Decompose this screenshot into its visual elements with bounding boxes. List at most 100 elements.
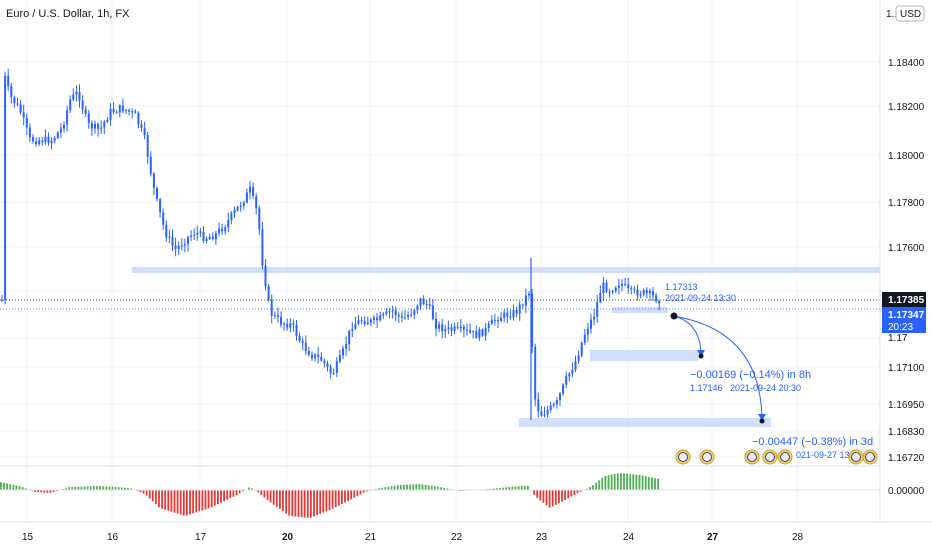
candle-body <box>490 319 493 324</box>
time-tick: 17 <box>195 532 207 543</box>
candle-body <box>283 323 286 325</box>
candle-body <box>97 123 100 129</box>
histogram-bar <box>359 490 362 495</box>
histogram-bar <box>213 490 216 506</box>
histogram-bar <box>427 485 430 490</box>
candle-body <box>242 202 245 206</box>
candle-body <box>493 319 496 321</box>
candle-body <box>109 109 112 120</box>
histogram-bar <box>613 474 616 490</box>
histogram-bar <box>260 490 263 495</box>
zones <box>132 267 880 427</box>
histogram-bar <box>108 486 111 490</box>
time-tick: 24 <box>623 532 635 543</box>
projection-end-dot-1 <box>698 353 704 359</box>
candle-body <box>565 376 568 385</box>
histogram-bar <box>527 486 529 490</box>
candle-body <box>276 315 279 318</box>
event-flag-inner <box>765 452 775 462</box>
candle-body <box>156 187 158 200</box>
histogram-bar <box>341 490 343 504</box>
histogram-bar <box>124 487 126 490</box>
histogram-bar <box>164 490 167 510</box>
currency-button-frame[interactable] <box>895 5 925 22</box>
histogram-bar <box>176 490 179 514</box>
histogram-bar <box>161 490 163 509</box>
candle-body <box>621 283 623 286</box>
candle-body <box>633 288 636 290</box>
histogram-bar <box>182 490 185 516</box>
candle-body <box>115 112 118 114</box>
candle-body <box>376 317 379 321</box>
candle-body <box>140 124 143 129</box>
candle-body <box>41 140 44 143</box>
candle-body <box>583 334 586 343</box>
histogram-bar <box>71 486 74 490</box>
price-tick: 1.17600 <box>888 243 925 254</box>
histogram-bar <box>623 473 625 490</box>
histogram-bar <box>616 473 619 490</box>
histogram-bar <box>412 484 415 490</box>
candle-body <box>125 110 127 112</box>
histogram-bar <box>551 490 554 507</box>
price-tick: 1.17100 <box>888 363 925 374</box>
candle-body <box>543 414 546 416</box>
histogram-bar <box>561 490 563 502</box>
candle-body <box>373 317 375 320</box>
histogram-bar <box>111 486 114 490</box>
histogram-bar <box>415 484 418 490</box>
price-point-time: 2021-09-24 13:30 <box>665 293 736 303</box>
candle-body <box>655 295 658 302</box>
candle-body <box>199 231 202 233</box>
time-tick: 23 <box>536 532 548 543</box>
candle-body <box>624 283 627 285</box>
candle-body <box>335 361 338 373</box>
histogram-bar <box>201 490 204 511</box>
candle-body <box>630 288 633 290</box>
candle-body <box>227 219 230 228</box>
histogram-bar <box>74 486 77 490</box>
histogram-bar <box>334 490 337 508</box>
chart-title: Euro / U.S. Dollar, 1h, FX <box>6 8 130 20</box>
candle-body <box>146 135 149 157</box>
histogram-bar <box>6 483 8 490</box>
support-zone <box>590 350 698 361</box>
histogram-bar <box>96 486 98 490</box>
candle-body <box>534 346 537 400</box>
candle-body <box>270 299 273 316</box>
candle-body <box>459 326 462 328</box>
candle-body <box>636 289 639 296</box>
histogram-bar <box>192 490 194 514</box>
candle-body <box>84 109 87 114</box>
candle-body <box>394 310 397 316</box>
currency-button[interactable]: USD <box>900 9 921 20</box>
candle-body <box>205 238 208 242</box>
candle-body <box>410 314 413 316</box>
candle-body <box>317 354 320 357</box>
candle-body <box>152 173 155 188</box>
histogram-bar <box>117 487 120 490</box>
candle-body <box>47 136 50 144</box>
histogram-bar <box>300 490 303 518</box>
histogram-bar <box>505 487 508 490</box>
histogram-bar <box>542 490 545 503</box>
candle-body <box>428 304 431 306</box>
economic-events[interactable] <box>675 449 878 465</box>
candle-body <box>44 136 47 143</box>
histogram-bar <box>589 487 591 490</box>
candle-body <box>10 85 13 98</box>
candle-body <box>264 265 267 287</box>
candle-body <box>239 205 242 207</box>
candle-body <box>388 311 391 313</box>
candle-body <box>50 140 53 144</box>
histogram-bar <box>492 488 495 490</box>
candle-body <box>512 310 515 318</box>
histogram-bar <box>158 490 160 508</box>
histogram-bar <box>272 490 275 505</box>
candle-body <box>267 286 270 300</box>
candle-body <box>19 104 22 113</box>
price-point-label: 1.17313 <box>665 282 698 292</box>
histogram-bar <box>99 486 101 490</box>
candle-body <box>307 350 310 355</box>
